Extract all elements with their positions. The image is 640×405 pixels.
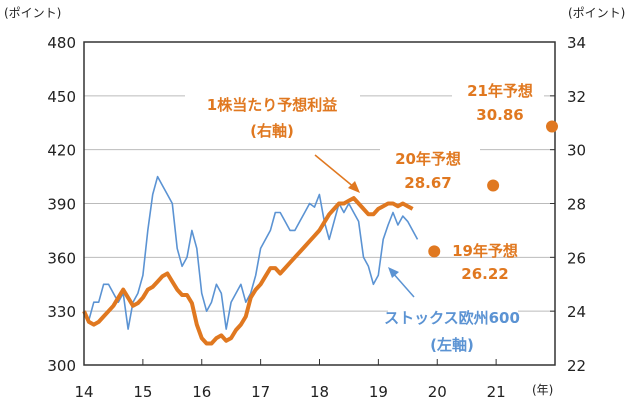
right-tick-label: 22 <box>567 357 586 375</box>
eps-line <box>82 196 414 346</box>
left-tick-label: 420 <box>47 142 76 160</box>
left-axis-unit: (ポイント) <box>4 6 61 20</box>
left-tick-label: 300 <box>47 357 76 375</box>
x-tick-label: 20 <box>428 383 447 401</box>
right-tick-label: 34 <box>567 34 586 52</box>
x-tick-label: 19 <box>369 383 388 401</box>
x-tick-label: 14 <box>74 383 93 401</box>
eps-series-label: 1株当たり予想利益 <box>207 96 337 114</box>
forecast-21-value: 30.86 <box>476 106 523 124</box>
forecast-21-label: 21年予想 <box>467 82 533 100</box>
right-tick-label: 24 <box>567 303 586 321</box>
x-tick-label: 18 <box>310 383 329 401</box>
forecast-point <box>428 245 441 258</box>
forecast-point <box>487 179 500 192</box>
right-tick-label: 32 <box>567 88 586 106</box>
forecast-20-value: 28.67 <box>404 174 451 192</box>
x-tick-label: 16 <box>192 383 211 401</box>
x-tick-label: 17 <box>251 383 270 401</box>
stoxx-arrow <box>391 271 415 298</box>
forecast-19-value: 26.22 <box>461 265 508 283</box>
left-tick-label: 360 <box>47 249 76 267</box>
forecast-19-label: 19年予想 <box>452 242 518 260</box>
right-axis-unit: (ポイント) <box>568 6 625 20</box>
left-tick-label: 450 <box>47 88 76 106</box>
right-tick-label: 30 <box>567 142 586 160</box>
left-tick-label: 480 <box>47 34 76 52</box>
left-tick-label: 330 <box>47 303 76 321</box>
eps-arrow <box>314 154 356 189</box>
x-tick-label: 15 <box>133 383 152 401</box>
plot-frame <box>83 41 556 366</box>
stoxx600-line <box>83 175 419 330</box>
x-axis-unit: (年) <box>532 383 553 397</box>
x-tick-label: 21 <box>487 383 506 401</box>
forecast-20-label: 20年予想 <box>395 150 461 168</box>
stoxx-arrowhead <box>388 267 399 278</box>
eps-axis-label: (右軸) <box>250 122 294 140</box>
right-tick-label: 26 <box>567 249 586 267</box>
eps-arrowhead <box>348 181 360 193</box>
stoxx-series-label: ストックス欧州600 <box>384 309 520 327</box>
right-tick-label: 28 <box>567 196 586 214</box>
left-tick-label: 390 <box>47 196 76 214</box>
forecast-point <box>546 120 558 133</box>
stoxx-axis-label: (左軸) <box>430 336 474 354</box>
